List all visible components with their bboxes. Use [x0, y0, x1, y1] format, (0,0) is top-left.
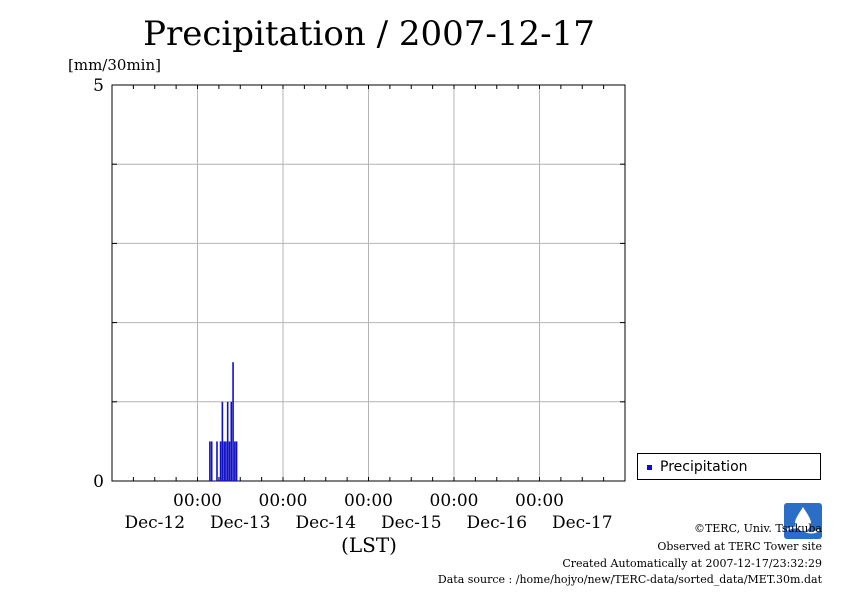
- x-date-label: Dec-17: [552, 513, 613, 533]
- bar-precipitation: [230, 401, 233, 481]
- terc-logo-icon: [784, 503, 822, 539]
- x-time-label: 00:00: [173, 491, 222, 511]
- source-text: Data source : /home/hojyo/new/TERC-data/…: [437, 573, 822, 586]
- created-text: Created Automatically at 2007-12-17/23:3…: [562, 557, 822, 570]
- legend: Precipitation: [637, 453, 821, 480]
- bar-precipitation: [225, 441, 227, 481]
- x-time-label: 00:00: [430, 491, 479, 511]
- bar-precipitation: [235, 441, 238, 481]
- x-time-label: 00:00: [515, 491, 564, 511]
- bar-precipitation: [232, 362, 234, 481]
- chart-title: Precipitation / 2007-12-17: [143, 14, 595, 54]
- legend-label: Precipitation: [660, 459, 748, 475]
- bar-precipitation: [219, 441, 222, 481]
- bar-precipitation: [226, 401, 229, 481]
- y-tick-label: 5: [93, 76, 104, 96]
- copyright-text: ©TERC, Univ. Tsukuba: [693, 522, 822, 535]
- x-date-label: Dec-14: [295, 513, 356, 533]
- x-date-label: Dec-16: [466, 513, 527, 533]
- bar-precipitation: [216, 441, 218, 481]
- bar-precipitation: [228, 441, 231, 481]
- x-time-label: 00:00: [344, 491, 393, 511]
- bar-precipitation: [221, 401, 224, 481]
- bar-precipitation: [209, 441, 211, 481]
- bar-precipitation: [223, 441, 225, 481]
- y-axis-unit: [mm/30min]: [68, 56, 161, 74]
- x-date-label: Dec-13: [210, 513, 271, 533]
- bar-precipitation: [210, 441, 213, 481]
- x-date-label: Dec-15: [381, 513, 442, 533]
- x-axis-title: (LST): [341, 533, 397, 557]
- bar-precipitation: [234, 441, 236, 481]
- x-date-label: Dec-12: [124, 513, 185, 533]
- y-tick-label: 0: [93, 472, 104, 492]
- site-text: Observed at TERC Tower site: [657, 540, 822, 553]
- x-time-label: 00:00: [259, 491, 308, 511]
- square-marker-icon: [647, 465, 652, 470]
